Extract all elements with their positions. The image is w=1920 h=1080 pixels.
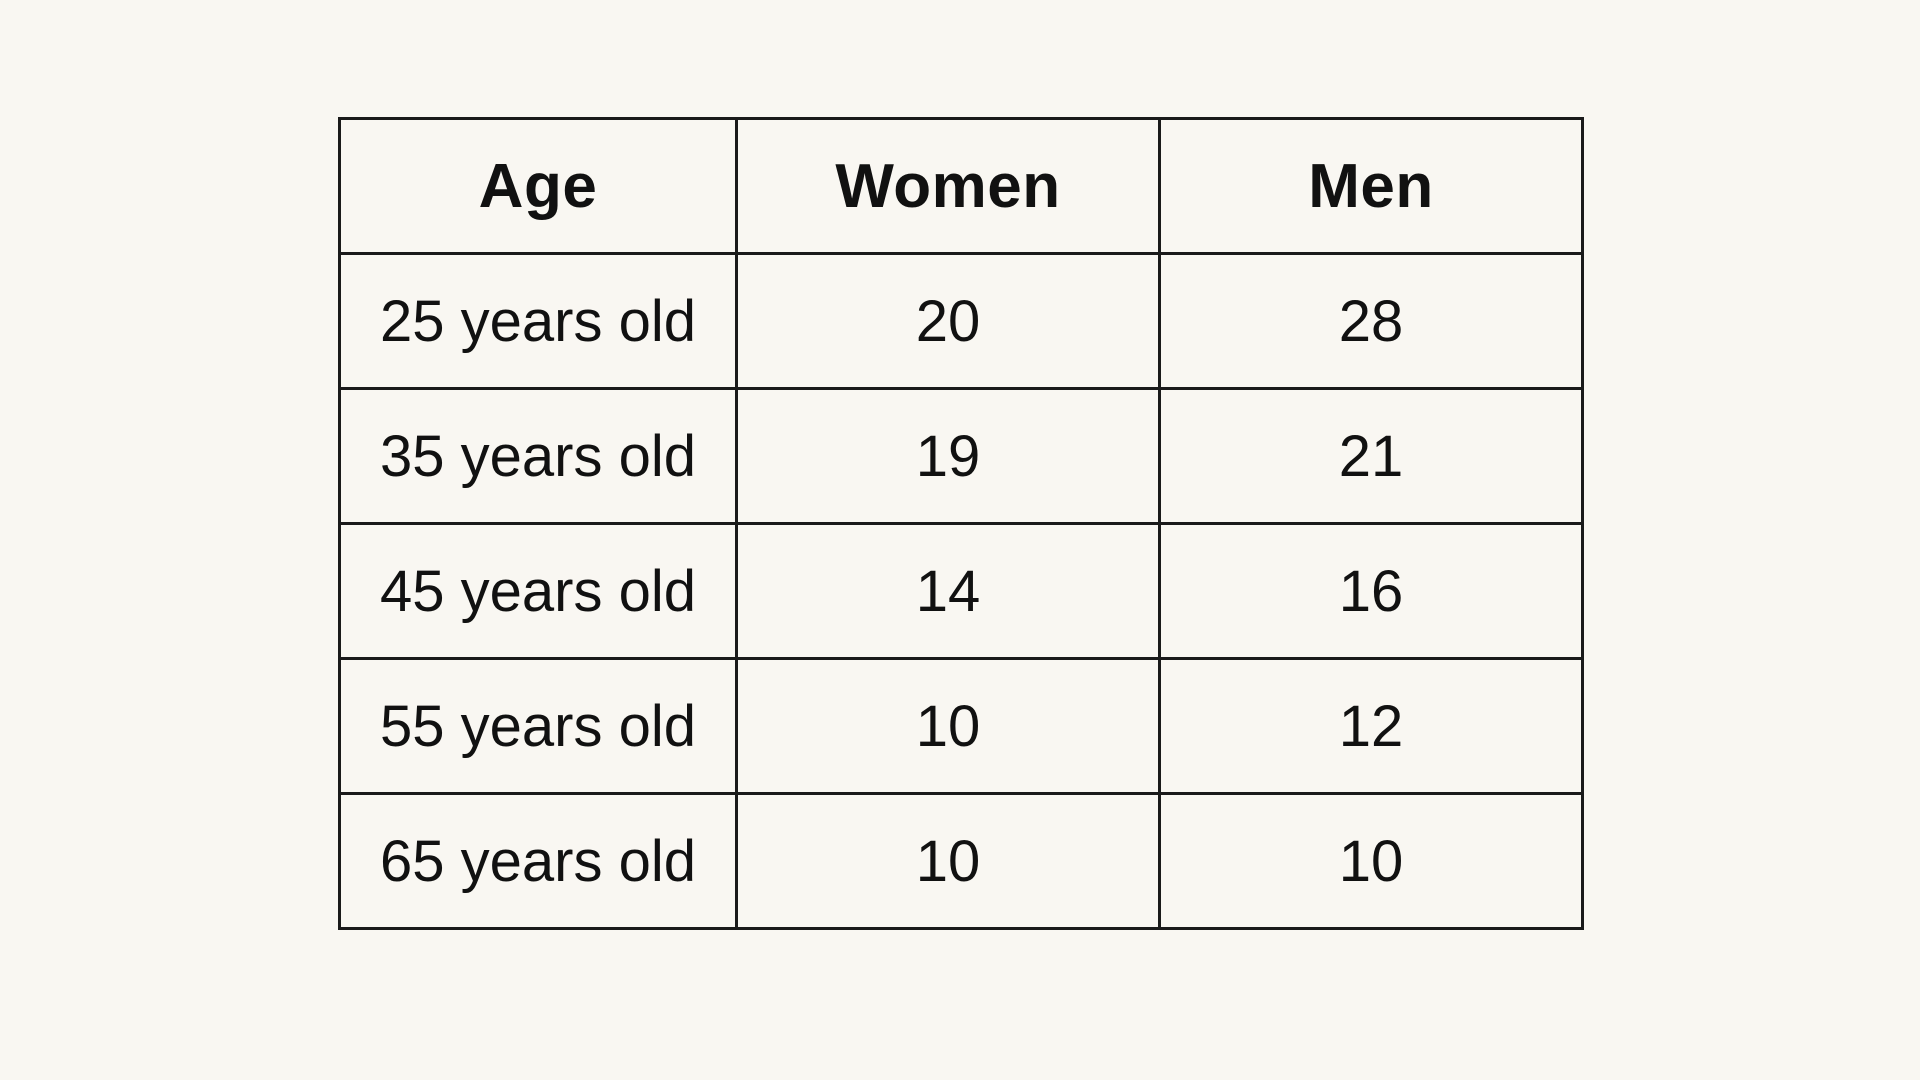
women-value-cell: 20 xyxy=(735,252,1161,390)
table-row: 25 years old 20 28 xyxy=(338,252,1584,390)
women-value-cell: 14 xyxy=(735,522,1161,660)
men-value-cell: 10 xyxy=(1158,792,1584,930)
age-cell: 35 years old xyxy=(338,387,738,525)
data-table: Age Women Men 25 years old 20 28 35 year… xyxy=(338,117,1584,930)
column-header-women: Women xyxy=(735,117,1161,255)
table-body: 25 years old 20 28 35 years old 19 21 45… xyxy=(338,252,1584,930)
men-value-cell: 12 xyxy=(1158,657,1584,795)
column-header-men: Men xyxy=(1158,117,1584,255)
column-header-age: Age xyxy=(338,117,738,255)
women-value-cell: 10 xyxy=(735,792,1161,930)
table-row: 35 years old 19 21 xyxy=(338,387,1584,525)
age-cell: 25 years old xyxy=(338,252,738,390)
men-value-cell: 28 xyxy=(1158,252,1584,390)
age-cell: 55 years old xyxy=(338,657,738,795)
men-value-cell: 21 xyxy=(1158,387,1584,525)
women-value-cell: 19 xyxy=(735,387,1161,525)
table-row: 45 years old 14 16 xyxy=(338,522,1584,660)
header-row: Age Women Men xyxy=(338,117,1584,255)
table-header: Age Women Men xyxy=(338,117,1584,255)
age-cell: 65 years old xyxy=(338,792,738,930)
table-container: Age Women Men 25 years old 20 28 35 year… xyxy=(338,117,1584,930)
table-row: 55 years old 10 12 xyxy=(338,657,1584,795)
women-value-cell: 10 xyxy=(735,657,1161,795)
men-value-cell: 16 xyxy=(1158,522,1584,660)
age-cell: 45 years old xyxy=(338,522,738,660)
table-row: 65 years old 10 10 xyxy=(338,792,1584,930)
